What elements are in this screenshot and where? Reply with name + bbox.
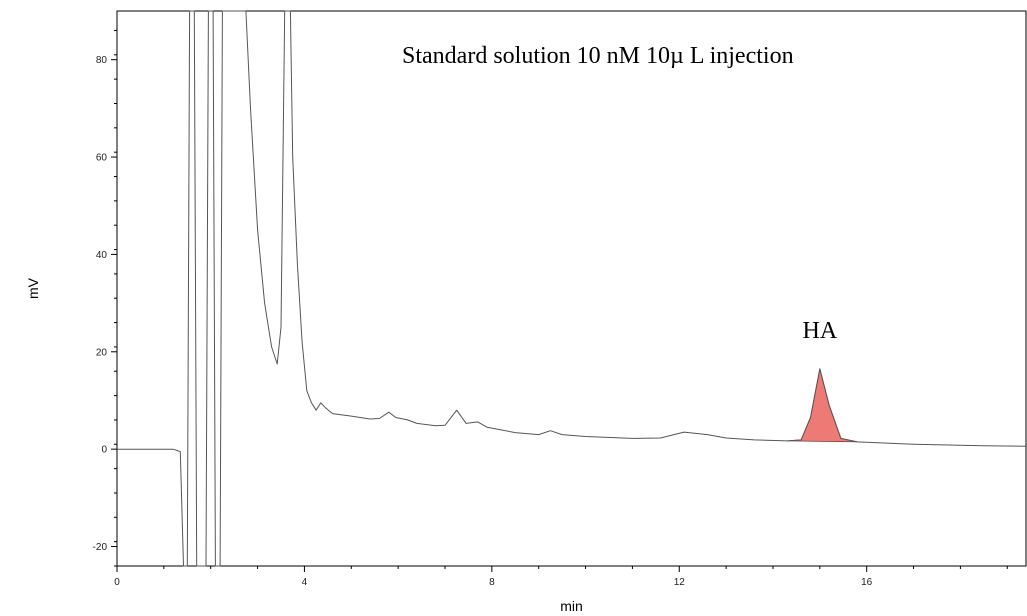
x-tick-label: 12 bbox=[674, 577, 686, 588]
y-tick-label: 40 bbox=[96, 250, 108, 261]
line-layer bbox=[117, 10, 1027, 567]
series-line-0 bbox=[117, 10, 1027, 567]
y-axis: -20 0 20 40 60 80 bbox=[93, 29, 117, 567]
y-tick-label: -20 bbox=[93, 542, 108, 553]
x-tick-label: 8 bbox=[489, 577, 495, 588]
x-axis-label: min bbox=[560, 598, 583, 614]
y-tick-label: 60 bbox=[96, 153, 108, 164]
x-tick-label: 16 bbox=[861, 577, 873, 588]
peak-annotation: HA bbox=[802, 318, 837, 344]
x-axis: 0 4 8 12 16 bbox=[114, 566, 1008, 588]
x-tick-label: 4 bbox=[302, 577, 308, 588]
y-axis-label: mV bbox=[25, 277, 41, 299]
plot-frame bbox=[116, 10, 1027, 567]
y-tick-label: 80 bbox=[96, 55, 108, 66]
y-tick-label: 20 bbox=[96, 347, 108, 358]
x-tick-label: 0 bbox=[114, 577, 120, 588]
description-annotation: Standard solution 10 nM 10µ L injection bbox=[402, 43, 794, 69]
y-tick-label: 0 bbox=[101, 445, 107, 456]
